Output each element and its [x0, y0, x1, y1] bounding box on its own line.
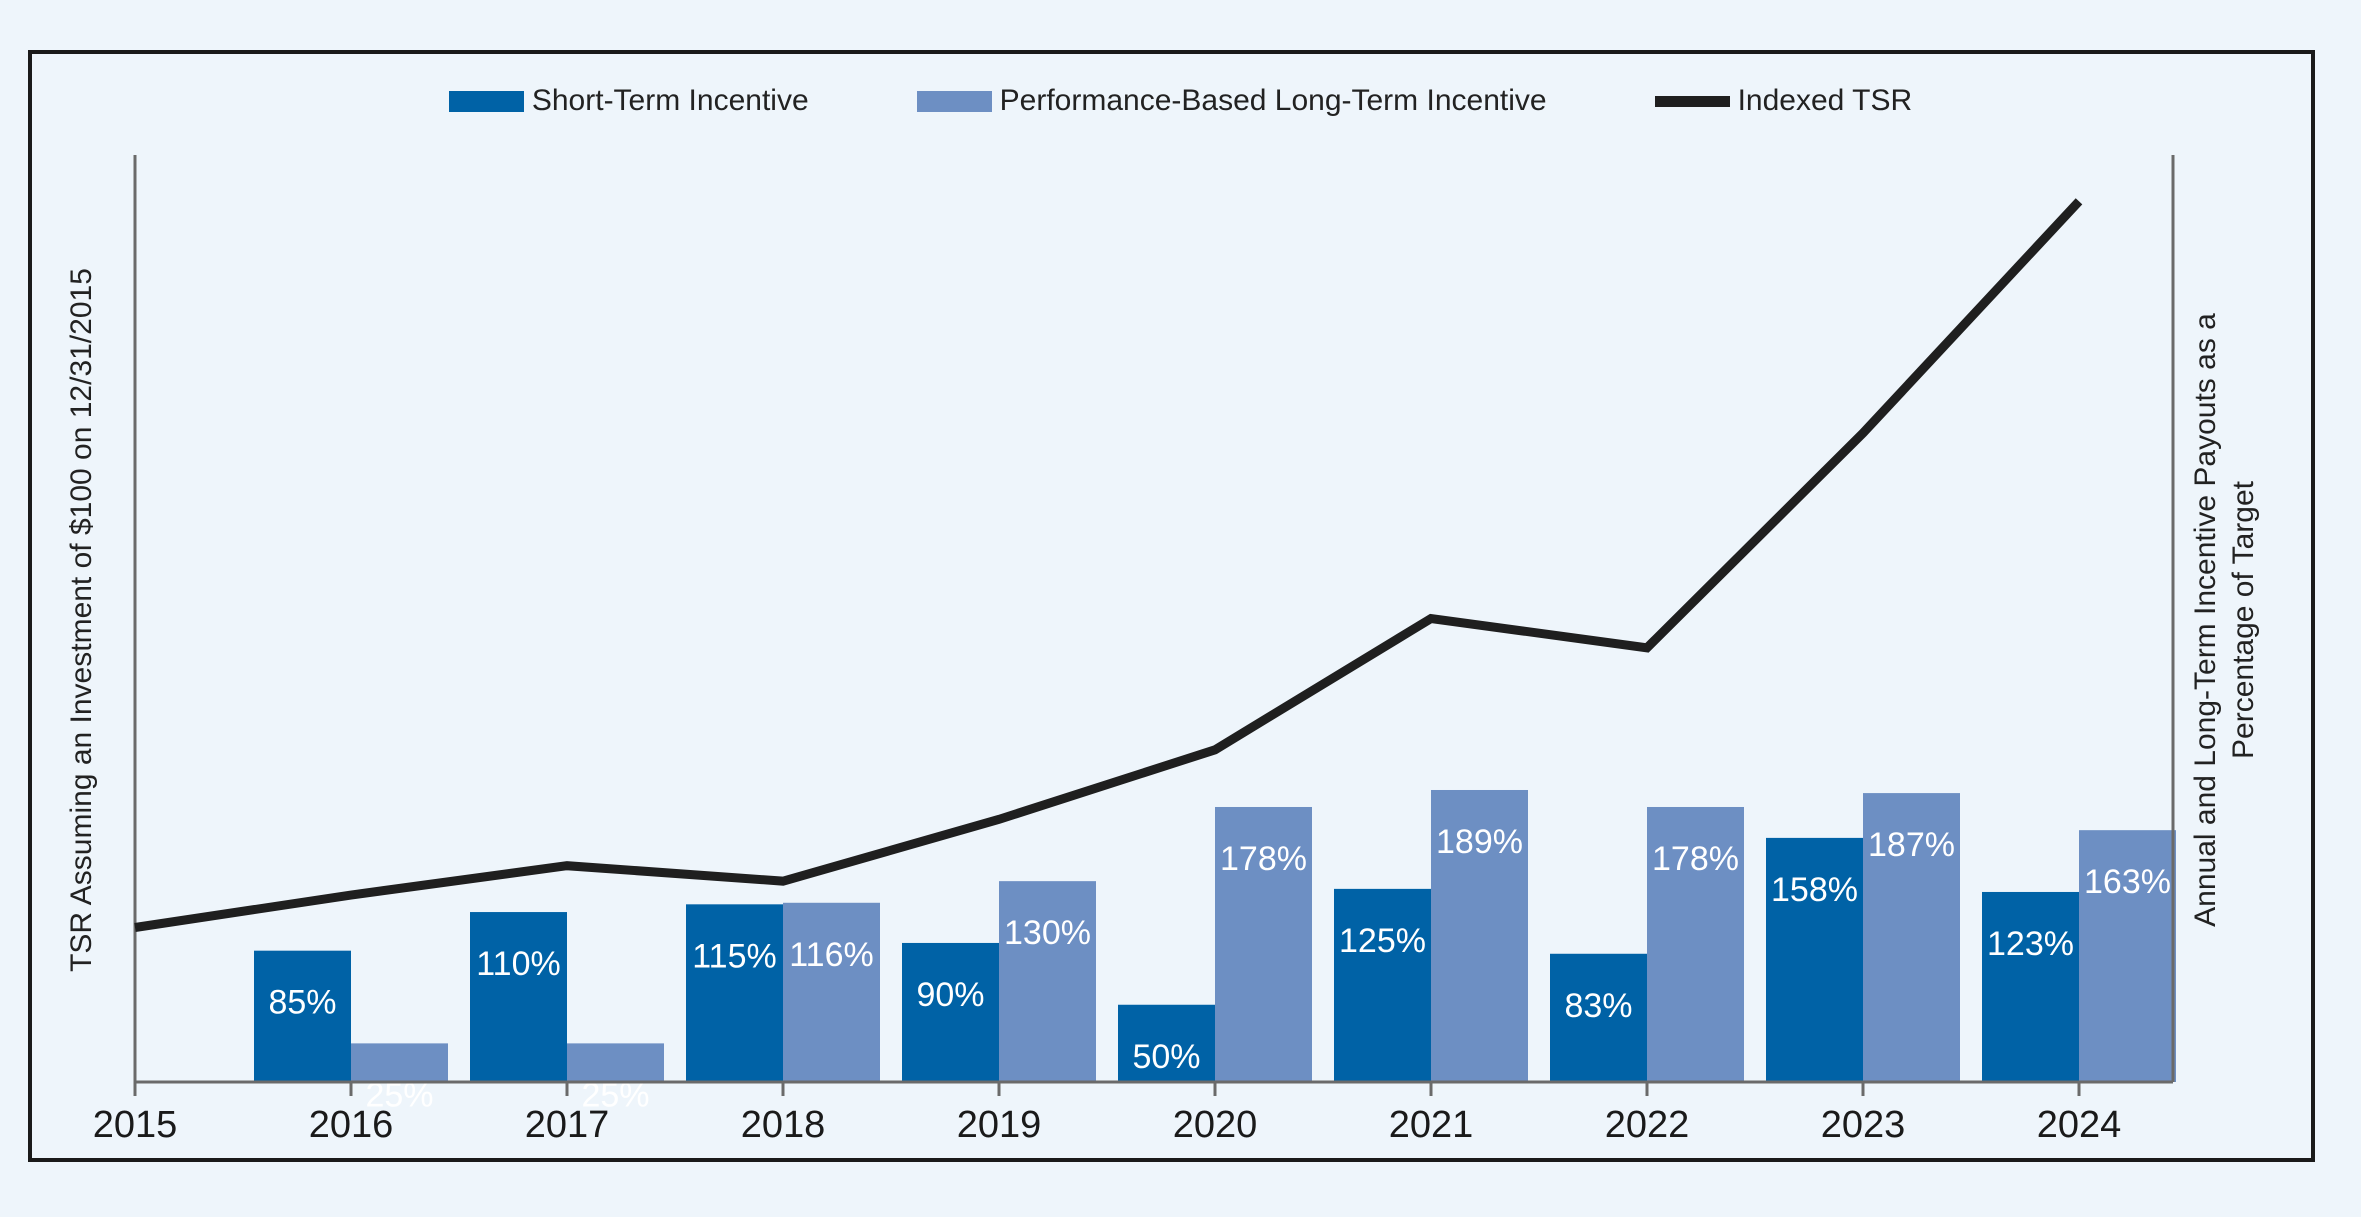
long-term-bar-2021: [1431, 789, 1528, 1082]
legend: Short-Term Incentive Performance-Based L…: [0, 84, 2361, 118]
legend-swatch-short-term: [448, 90, 524, 112]
long-term-bar-2016: [351, 1043, 448, 1082]
long-term-label-2019: 130%: [1004, 914, 1091, 952]
short-term-bar-2023: [1766, 837, 1863, 1082]
short-term-label-2017: 110%: [476, 945, 560, 983]
long-term-label-2023: 187%: [1868, 826, 1955, 864]
short-term-bar-2021: [1334, 888, 1431, 1082]
short-term-label-2023: 158%: [1771, 871, 1858, 909]
legend-label-tsr: Indexed TSR: [1737, 84, 1913, 117]
short-term-bar-2017: [470, 912, 567, 1082]
legend-item-long-term: Performance-Based Long-Term Incentive: [916, 84, 1547, 118]
long-term-bar-2019: [999, 881, 1096, 1082]
long-term-bar-2022: [1647, 806, 1744, 1082]
x-tick-label-2024: 2024: [2037, 1104, 2122, 1146]
short-term-label-2022: 83%: [1564, 987, 1632, 1025]
long-term-bar-2024: [2079, 830, 2176, 1082]
x-tick-label-2018: 2018: [741, 1104, 826, 1146]
short-term-label-2018: 115%: [692, 937, 776, 975]
legend-swatch-tsr: [1654, 95, 1730, 107]
x-tick-label-2020: 2020: [1173, 1104, 1258, 1146]
legend-label-long-term: Performance-Based Long-Term Incentive: [999, 84, 1547, 117]
x-tick-label-2016: 2016: [309, 1104, 394, 1146]
legend-item-tsr: Indexed TSR: [1654, 84, 1913, 118]
long-term-label-2021: 189%: [1436, 823, 1523, 861]
long-term-bar-2020: [1215, 806, 1312, 1082]
short-term-label-2024: 123%: [1987, 925, 2074, 963]
legend-swatch-long-term: [916, 90, 992, 112]
short-term-bar-2019: [902, 942, 999, 1082]
long-term-label-2024: 163%: [2084, 863, 2171, 901]
legend-item-short-term: Short-Term Incentive: [448, 84, 809, 118]
x-tick-label-2015: 2015: [93, 1104, 178, 1146]
short-term-bar-2020: [1118, 1004, 1215, 1082]
indexed-tsr-line: [134, 198, 2083, 932]
legend-label-short-term: Short-Term Incentive: [531, 84, 809, 117]
long-term-bar-2017: [567, 1043, 664, 1082]
short-term-bar-2024: [1982, 891, 2079, 1082]
short-term-bar-2016: [254, 950, 351, 1082]
short-term-label-2019: 90%: [916, 976, 984, 1014]
short-term-bar-2022: [1550, 953, 1647, 1082]
short-term-label-2016: 85%: [268, 984, 336, 1022]
x-tick-label-2023: 2023: [1821, 1104, 1906, 1146]
long-term-label-2020: 178%: [1220, 840, 1307, 878]
short-term-bar-2018: [686, 904, 783, 1082]
x-tick-label-2021: 2021: [1389, 1104, 1474, 1146]
long-term-label-2022: 178%: [1652, 840, 1739, 878]
long-term-bar-2023: [1863, 793, 1960, 1082]
x-tick-label-2022: 2022: [1605, 1104, 1690, 1146]
x-tick-label-2017: 2017: [525, 1104, 610, 1146]
long-term-label-2018: 116%: [789, 936, 873, 974]
short-term-label-2020: 50%: [1132, 1038, 1200, 1076]
short-term-label-2021: 125%: [1339, 922, 1426, 960]
x-tick-label-2019: 2019: [957, 1104, 1042, 1146]
long-term-bar-2018: [783, 902, 880, 1082]
